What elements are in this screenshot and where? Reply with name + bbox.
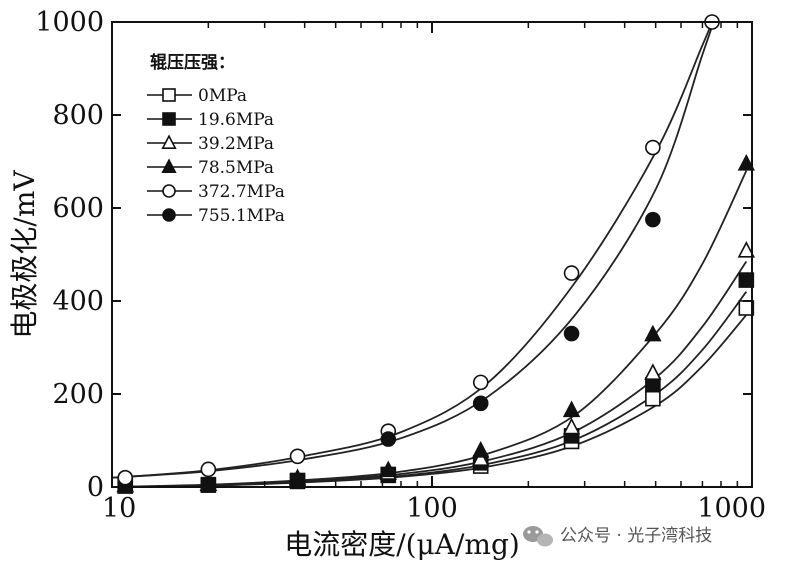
data-point-392MPa [562, 417, 581, 435]
x-tick-label: 1000 [697, 493, 766, 524]
data-point-3727MPa [645, 139, 661, 156]
data-point-3727MPa [289, 448, 306, 465]
fit-curve-4 [111, 21, 713, 479]
fit-curve-5 [111, 26, 713, 479]
data-point-785MPa [472, 440, 490, 458]
data-point-196MPa [738, 272, 755, 288]
legend-label: 39.2MPa [198, 134, 274, 154]
data-point-3727MPa [200, 461, 217, 478]
data-point-7551MPa [380, 431, 397, 447]
data-point-392MPa [644, 363, 662, 380]
legend-marker [162, 112, 176, 126]
y-tick-label: 200 [52, 379, 104, 410]
y-axis-title: 电极极化/mV [8, 170, 41, 339]
legend-marker [161, 134, 177, 149]
data-point-7551MPa [645, 211, 661, 228]
legend-marker [162, 208, 176, 222]
y-tick-label: 1000 [35, 7, 104, 38]
watermark: 公众号 · 光子湾科技 [523, 526, 712, 547]
y-tick-label: 800 [52, 100, 104, 131]
data-point-785MPa [737, 154, 755, 171]
data-point-392MPa [737, 241, 755, 258]
data-point-7551MPa [472, 395, 489, 412]
y-tick-label: 600 [52, 193, 104, 224]
data-point-7551MPa [563, 325, 580, 342]
legend-marker [161, 158, 177, 173]
data-point-0MPa [645, 390, 661, 407]
data-point-785MPa [562, 400, 581, 418]
watermark-text: 公众号 · 光子湾科技 [560, 526, 712, 546]
legend-marker [162, 88, 176, 102]
legend-label: 0MPa [198, 86, 247, 106]
x-axis-title: 电流密度/(μA/mg) [284, 528, 520, 561]
data-point-392MPa [472, 449, 490, 466]
legend-marker [162, 184, 176, 198]
data-point-3727MPa [117, 469, 134, 486]
x-tick-label: 10 [102, 493, 136, 524]
legend-label: 755.1MPa [198, 206, 285, 226]
legend-label: 78.5MPa [198, 158, 274, 178]
axis-ticks: 0 200 400 600 800 1000 10 100 1000 [35, 7, 766, 524]
data-point-785MPa [644, 324, 662, 342]
legend: 辊压压强： 0MPa 19.6MPa 39.2MPa 78.5MPa 372.7MPa 7… [147, 52, 285, 226]
legend-label: 19.6MPa [198, 110, 274, 130]
data-point-785MPa [379, 460, 397, 478]
data-point-785MPa [288, 468, 307, 486]
wechat-icon [523, 526, 553, 547]
fit-curve-3 [111, 170, 748, 488]
y-tick-label: 0 [87, 472, 104, 503]
x-tick-label: 100 [406, 493, 458, 524]
legend-label: 372.7MPa [198, 182, 285, 202]
data-point-3727MPa [472, 374, 489, 391]
data-point-3727MPa [563, 265, 580, 281]
y-tick-label: 400 [52, 286, 104, 317]
legend-title: 辊压压强： [150, 52, 235, 73]
